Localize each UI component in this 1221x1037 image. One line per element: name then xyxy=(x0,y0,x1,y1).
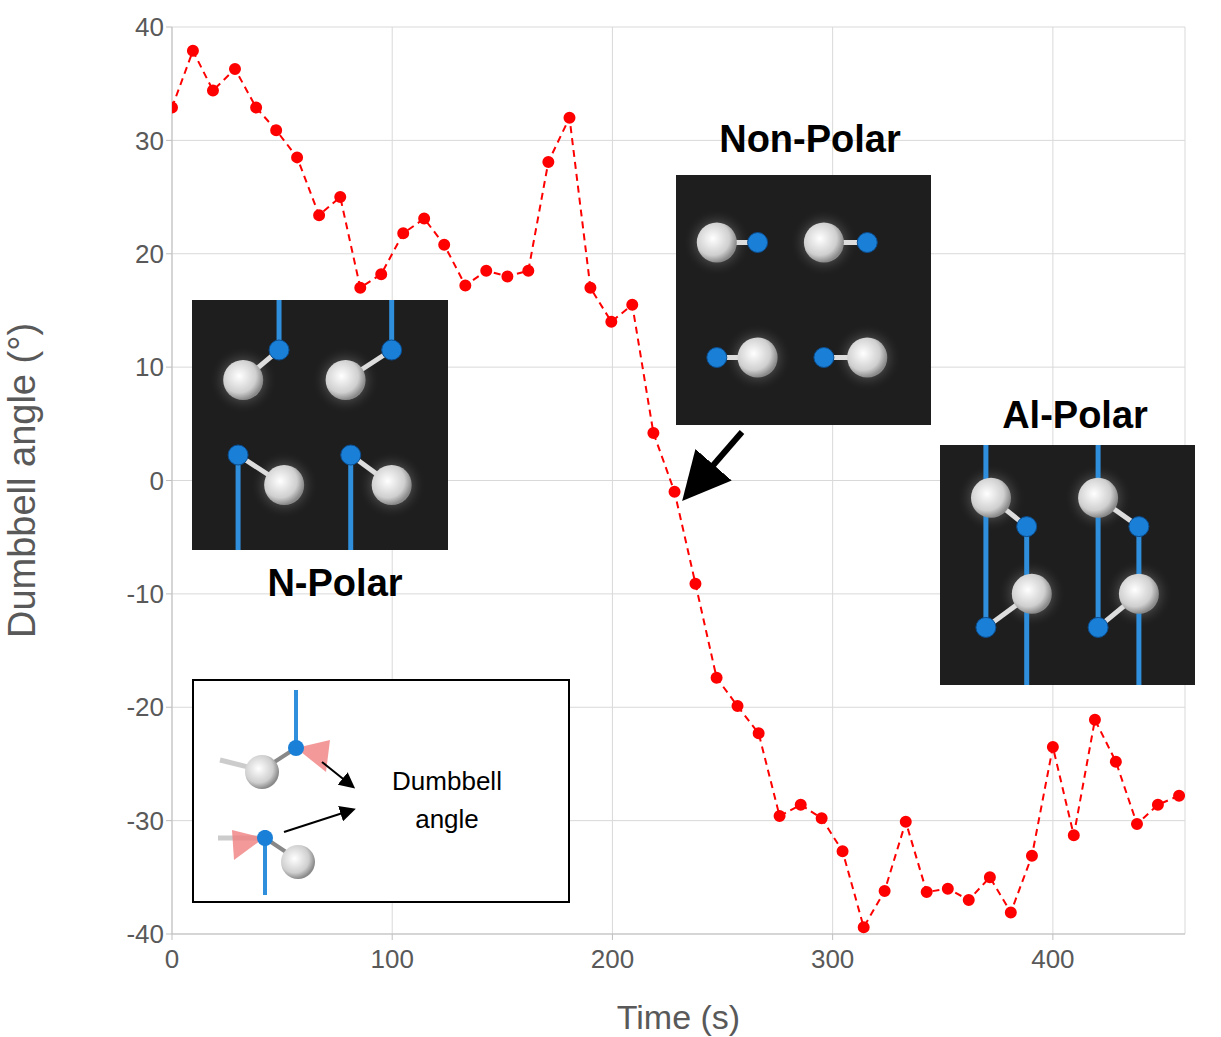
svg-text:-30: -30 xyxy=(126,806,164,836)
svg-text:40: 40 xyxy=(135,12,164,42)
svg-text:10: 10 xyxy=(135,352,164,382)
svg-text:0: 0 xyxy=(165,944,179,974)
svg-text:Al-Polar: Al-Polar xyxy=(1002,394,1148,436)
svg-text:Dumbbell angle (°): Dumbbell angle (°) xyxy=(1,323,43,638)
svg-text:0: 0 xyxy=(150,466,164,496)
svg-text:Non-Polar: Non-Polar xyxy=(719,118,901,160)
svg-text:300: 300 xyxy=(811,944,854,974)
svg-text:N-Polar: N-Polar xyxy=(267,562,402,604)
svg-text:400: 400 xyxy=(1031,944,1074,974)
svg-text:20: 20 xyxy=(135,239,164,269)
svg-text:100: 100 xyxy=(371,944,414,974)
svg-text:-40: -40 xyxy=(126,919,164,949)
svg-text:-20: -20 xyxy=(126,692,164,722)
svg-text:Dumbbellangle: Dumbbellangle xyxy=(392,766,502,834)
svg-text:30: 30 xyxy=(135,126,164,156)
svg-text:200: 200 xyxy=(591,944,634,974)
svg-text:Time (s): Time (s) xyxy=(617,998,740,1036)
svg-text:-10: -10 xyxy=(126,579,164,609)
